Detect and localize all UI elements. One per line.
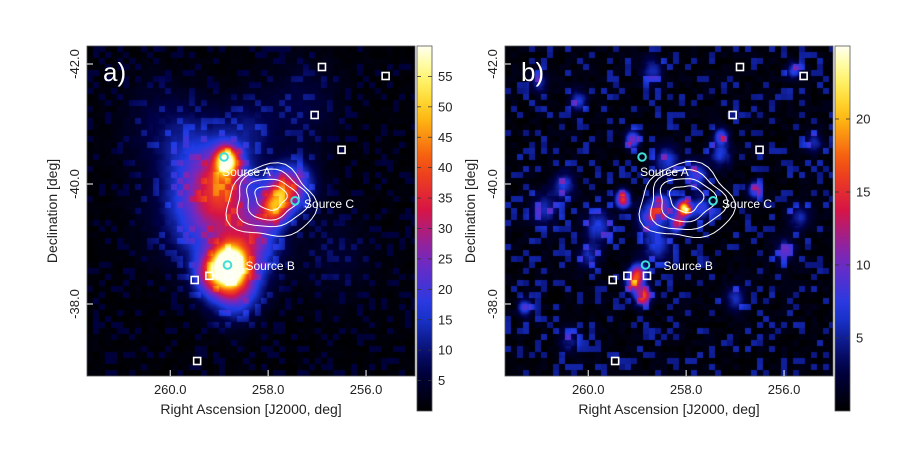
square-marker: [205, 271, 214, 281]
x-tick-label: 258.0: [252, 382, 285, 397]
y-axis-label: Declination [deg]: [44, 159, 60, 263]
colorbar: 5 10 15 20: [834, 45, 870, 412]
colorbar-tick-label: 20: [856, 112, 870, 127]
colorbar-tick-label: 10: [438, 343, 452, 358]
contour-line: [246, 178, 300, 221]
panel-label: a): [103, 57, 126, 87]
colorbar-tick-label: 15: [856, 185, 870, 200]
colorbar-tick-label: 35: [438, 191, 452, 206]
y-tick-label: -40.0: [67, 169, 82, 199]
x-axis-label: Right Ascension [J2000, deg]: [160, 401, 341, 417]
colorbar-tick-label: 45: [438, 130, 452, 145]
contour-line: [659, 178, 718, 223]
square-marker: [310, 110, 319, 120]
square-marker: [728, 110, 737, 120]
square-marker: [608, 275, 618, 285]
source-label: Source A: [222, 165, 271, 179]
x-tick-label: 256.0: [768, 382, 801, 397]
y-tick-label: -40.0: [485, 169, 500, 199]
square-marker: [799, 71, 808, 81]
source-label: Source C: [304, 197, 354, 211]
square-marker: [190, 275, 200, 285]
colorbar-tick-label: 10: [856, 258, 870, 273]
panel-b: Source B Source C Source A b) 260.0 258.0 256.…: [462, 45, 870, 417]
square-marker: [192, 356, 202, 366]
x-tick-label: 258.0: [670, 382, 703, 397]
square-marker: [642, 271, 652, 281]
y-tick-label: -38.0: [67, 289, 82, 319]
x-axis-label: Right Ascension [J2000, deg]: [578, 401, 759, 417]
plot-frame: [86, 45, 416, 377]
contour-line: [650, 168, 729, 231]
colorbar-tick-label: 20: [438, 282, 452, 297]
colorbar-gradient: [834, 45, 851, 412]
source-marker: [219, 152, 229, 162]
panel-a: Source B Source C Source A a) 260.0 258.0 256.…: [44, 45, 452, 417]
square-marker: [317, 62, 327, 72]
panel-label: b): [521, 57, 544, 87]
source-label: Source B: [664, 259, 713, 273]
colorbar-tick-label: 25: [438, 251, 452, 266]
y-tick-label: -42.0: [67, 49, 82, 79]
square-marker: [623, 271, 632, 281]
square-marker: [224, 271, 234, 281]
x-tick-label: 260.0: [154, 382, 187, 397]
plot-frame: [504, 45, 834, 377]
contour-line: [236, 168, 311, 228]
source-marker: [637, 152, 647, 162]
colorbar-tick-label: 50: [438, 99, 452, 114]
contour-line: [668, 185, 705, 214]
square-marker: [755, 145, 764, 155]
heatmap-image: [87, 46, 415, 376]
x-tick-label: 260.0: [572, 382, 605, 397]
source-label: Source A: [640, 165, 689, 179]
contour-line: [225, 162, 318, 237]
colorbar: 5 10 15 20 25 30 35 40 45 50 55: [416, 45, 452, 412]
square-marker: [610, 356, 620, 366]
source-label: Source B: [246, 259, 295, 273]
colorbar-tick-label: 55: [438, 69, 452, 84]
source-marker: [708, 196, 718, 206]
colorbar-tick-label: 40: [438, 160, 452, 175]
contour-line: [254, 185, 288, 211]
source-marker: [290, 196, 300, 206]
colorbar-tick-label: 5: [438, 373, 445, 388]
y-tick-label: -38.0: [485, 289, 500, 319]
square-marker: [735, 62, 745, 72]
source-marker: [640, 260, 651, 270]
colorbar-tick-label: 30: [438, 221, 452, 236]
contour-line: [638, 160, 736, 239]
square-marker: [381, 71, 390, 81]
source-label: Source C: [722, 197, 772, 211]
square-marker: [337, 145, 346, 155]
source-marker: [222, 260, 233, 270]
y-axis-label: Declination [deg]: [462, 159, 478, 263]
x-tick-label: 256.0: [350, 382, 383, 397]
y-tick-label: -42.0: [485, 49, 500, 79]
colorbar-tick-label: 5: [856, 331, 863, 346]
heatmap-image: [505, 46, 833, 376]
colorbar-tick-label: 15: [438, 312, 452, 327]
